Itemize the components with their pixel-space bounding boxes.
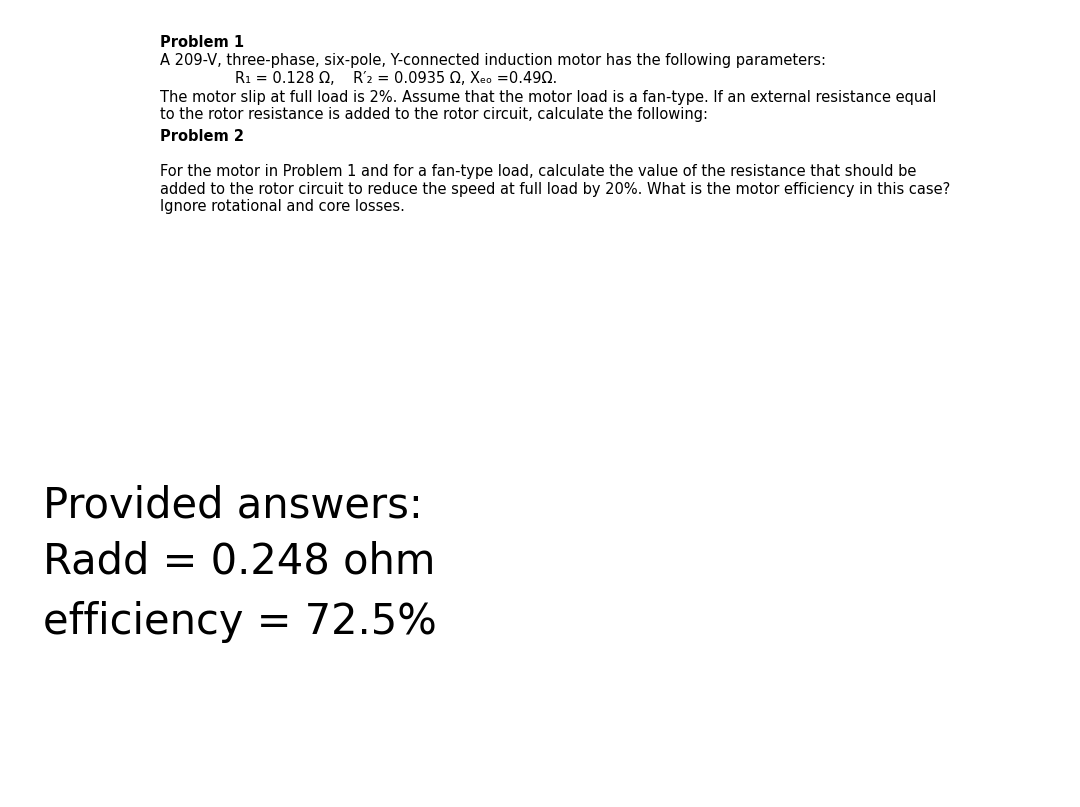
Text: Radd = 0.248 ohm: Radd = 0.248 ohm	[43, 541, 435, 583]
Text: Problem 2: Problem 2	[160, 129, 244, 144]
Text: efficiency = 72.5%: efficiency = 72.5%	[43, 601, 437, 643]
Text: Provided answers:: Provided answers:	[43, 484, 423, 526]
Text: A 209-V, three-phase, six-pole, Y-connected induction motor has the following pa: A 209-V, three-phase, six-pole, Y-connec…	[160, 53, 826, 69]
Text: For the motor in Problem 1 and for a fan-type load, calculate the value of the r: For the motor in Problem 1 and for a fan…	[160, 164, 916, 179]
Text: The motor slip at full load is 2%. Assume that the motor load is a fan-type. If : The motor slip at full load is 2%. Assum…	[160, 90, 936, 106]
Text: Problem 1: Problem 1	[160, 35, 244, 50]
Text: added to the rotor circuit to reduce the speed at full load by 20%. What is the : added to the rotor circuit to reduce the…	[160, 182, 950, 197]
Text: Ignore rotational and core losses.: Ignore rotational and core losses.	[160, 199, 405, 214]
Text: R₁ = 0.128 Ω,    R′₂ = 0.0935 Ω, Xₑₒ =0.49Ω.: R₁ = 0.128 Ω, R′₂ = 0.0935 Ω, Xₑₒ =0.49Ω…	[235, 71, 557, 86]
Text: to the rotor resistance is added to the rotor circuit, calculate the following:: to the rotor resistance is added to the …	[160, 107, 707, 123]
